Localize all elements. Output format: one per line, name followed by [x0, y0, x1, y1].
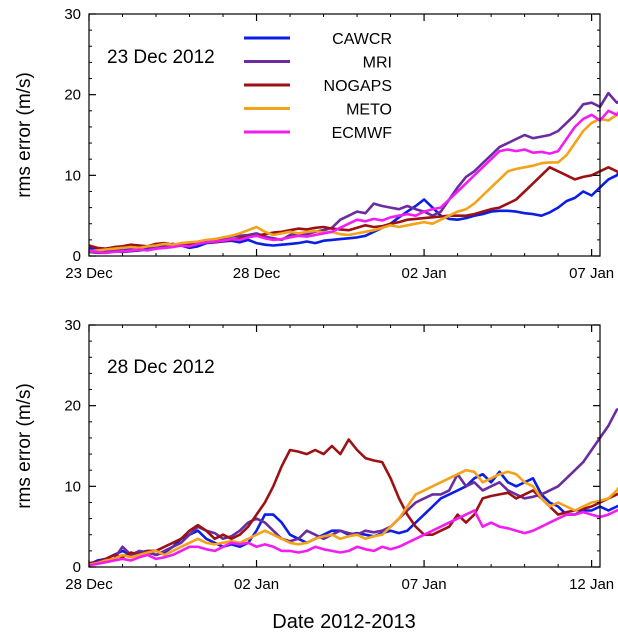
series-line-ecmwf — [88, 109, 618, 255]
chart-panel-2: 0 10 20 30 28 Dec 02 Jan 07 Jan 12 Jan 28 Dec 20… — [14, 317, 618, 593]
panel-title: 23 Dec 2012 — [107, 47, 215, 68]
series-line-meto — [88, 468, 618, 566]
x-tick-label: 23 Dec — [65, 265, 113, 282]
x-tick-label: 28 Dec — [65, 576, 113, 593]
legend-label-nogaps: NOGAPS — [324, 78, 392, 95]
x-tick-label: 07 Jan — [402, 576, 447, 593]
y-tick-label: 0 — [73, 559, 81, 576]
y-tick-label: 20 — [64, 398, 81, 415]
series-line-cawcr — [88, 470, 618, 566]
y-tick-label: 20 — [64, 87, 81, 104]
series-line-mri — [88, 407, 618, 566]
panel-title: 28 Dec 2012 — [107, 357, 215, 378]
y-axis-title: rms error (m/s) — [14, 72, 35, 198]
x-tick-label: 12 Jan — [569, 576, 614, 593]
plot-frame — [88, 324, 601, 568]
legend-label-mri: MRI — [363, 55, 392, 72]
x-axis-title: Date 2012-2013 — [272, 611, 415, 633]
series-line-ecmwf — [88, 508, 618, 567]
series-line-meto — [88, 112, 618, 253]
y-tick-label: 10 — [64, 478, 81, 495]
x-tick-label: 28 Dec — [233, 265, 281, 282]
y-tick-label: 30 — [64, 6, 81, 23]
legend-label-ecmwf: ECMWF — [332, 125, 393, 142]
series-line-nogaps — [88, 438, 618, 565]
y-tick-label: 10 — [64, 167, 81, 184]
y-tick-label: 30 — [64, 317, 81, 334]
plot-frame — [88, 13, 601, 257]
series-line-cawcr — [88, 171, 618, 253]
legend: CAWCR MRI NOGAPS METO ECMWF — [244, 31, 392, 142]
series-lines — [88, 91, 618, 255]
y-tick-label: 0 — [73, 248, 81, 265]
legend-label-cawcr: CAWCR — [332, 31, 392, 48]
x-tick-label: 07 Jan — [569, 265, 614, 282]
x-tick-label: 02 Jan — [234, 576, 279, 593]
x-tick-label: 02 Jan — [402, 265, 447, 282]
chart-panel-1: 0 10 20 30 23 Dec 28 Dec 02 Jan 07 Jan 23 Dec 20… — [14, 6, 618, 282]
y-axis-title: rms error (m/s) — [14, 383, 35, 509]
series-lines — [88, 407, 618, 567]
legend-label-meto: METO — [346, 102, 392, 119]
